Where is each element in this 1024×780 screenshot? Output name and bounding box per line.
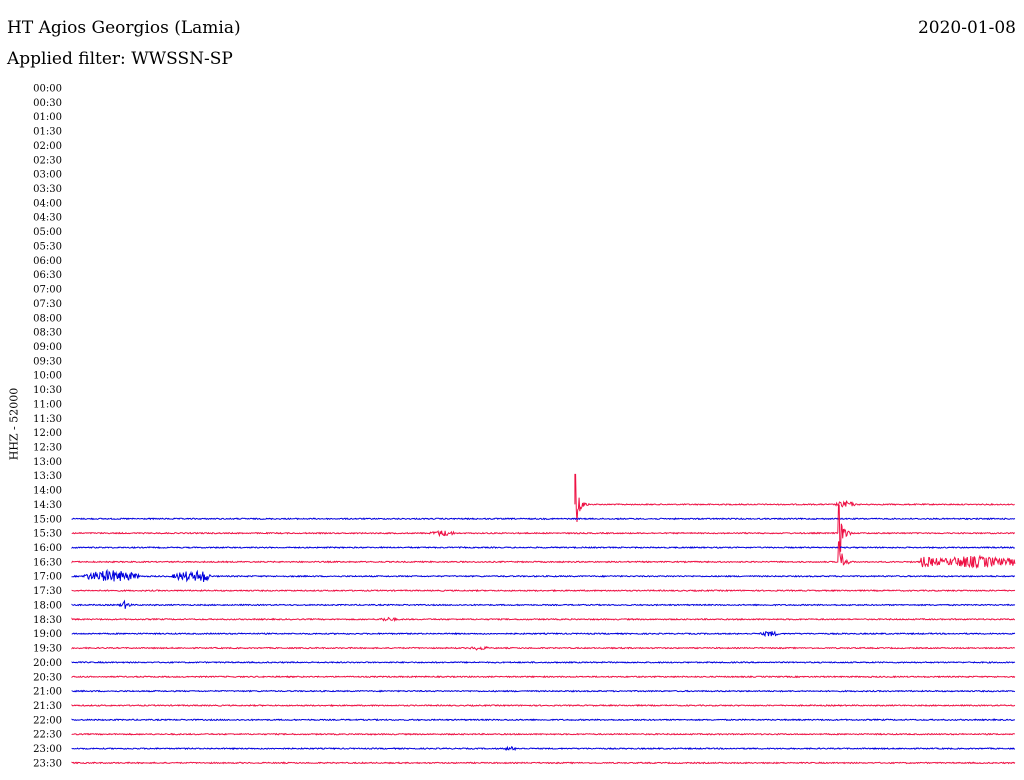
tick-label-1730: 17:30 — [33, 586, 62, 597]
tick-label-2200: 22:00 — [33, 715, 62, 726]
tick-label-1230: 12:30 — [33, 443, 62, 454]
tick-label-1030: 10:30 — [33, 385, 62, 396]
trace-1530 — [71, 504, 1015, 552]
tick-label-0630: 06:30 — [33, 270, 62, 281]
tick-label-0130: 01:30 — [33, 127, 62, 138]
tick-label-1000: 10:00 — [33, 371, 62, 382]
tick-label-2330: 23:30 — [33, 758, 62, 769]
tick-label-0330: 03:30 — [33, 184, 62, 195]
tick-label-0500: 05:00 — [33, 227, 62, 238]
tick-label-1900: 19:00 — [33, 629, 62, 640]
tick-label-1700: 17:00 — [33, 572, 62, 583]
tick-label-1330: 13:30 — [33, 471, 62, 482]
tick-label-0400: 04:00 — [33, 198, 62, 209]
trace-1930 — [71, 645, 1015, 651]
trace-2130 — [71, 703, 1016, 708]
tick-label-0100: 01:00 — [33, 112, 62, 123]
tick-label-0800: 08:00 — [33, 313, 62, 324]
trace-2230 — [71, 732, 1016, 736]
tick-label-0930: 09:30 — [33, 356, 62, 367]
tick-label-0530: 05:30 — [33, 241, 62, 252]
tick-label-1530: 15:30 — [33, 529, 62, 540]
tick-label-1800: 18:00 — [33, 600, 62, 611]
tick-label-0830: 08:30 — [33, 328, 62, 339]
trace-1600 — [71, 545, 1016, 550]
trace-2030 — [71, 675, 1016, 679]
tick-label-1930: 19:30 — [33, 644, 62, 655]
trace-1830 — [71, 616, 1015, 623]
trace-2300 — [71, 745, 1016, 752]
record-date: 2020-01-08 — [917, 18, 1016, 38]
tick-label-1300: 13:00 — [33, 457, 62, 468]
filter-label: Applied filter: WWSSN-SP — [7, 49, 233, 69]
tick-label-0300: 03:00 — [33, 170, 62, 181]
tick-label-1600: 16:00 — [33, 543, 62, 554]
trace-1900 — [71, 630, 1016, 638]
tick-label-1830: 18:30 — [33, 615, 62, 626]
trace-1700 — [71, 568, 1016, 583]
trace-1500 — [71, 517, 1016, 521]
tick-label-1400: 14:00 — [33, 486, 62, 497]
trace-1730 — [71, 589, 1016, 593]
tick-label-0600: 06:00 — [33, 256, 62, 267]
trace-1430 — [574, 473, 1015, 523]
tick-label-2300: 23:00 — [33, 744, 62, 755]
tick-label-0030: 00:30 — [33, 98, 62, 109]
tick-label-1630: 16:30 — [33, 557, 62, 568]
tick-label-2000: 20:00 — [33, 658, 62, 669]
tick-label-0900: 09:00 — [33, 342, 62, 353]
tick-label-2130: 21:30 — [33, 701, 62, 712]
station-title: HT Agios Georgios (Lamia) — [7, 18, 241, 38]
tick-label-0230: 02:30 — [33, 155, 62, 166]
trace-1800 — [71, 599, 1016, 609]
tick-label-1430: 14:30 — [33, 500, 62, 511]
tick-label-1100: 11:00 — [33, 399, 62, 410]
trace-2000 — [71, 660, 1016, 664]
trace-2100 — [71, 689, 1016, 693]
time-tick-labels: 00:00 00:30 01:00 01:30 02:00 02:30 03:00 03:30… — [33, 84, 62, 770]
trace-2330 — [71, 761, 1016, 765]
tick-label-0730: 07:30 — [33, 299, 62, 310]
tick-label-0200: 02:00 — [33, 141, 62, 152]
tick-label-0430: 04:30 — [33, 213, 62, 224]
trace-2200 — [71, 718, 1016, 722]
tick-label-0000: 00:00 — [33, 84, 62, 95]
tick-label-0700: 07:00 — [33, 285, 62, 296]
tick-label-1200: 12:00 — [33, 428, 62, 439]
tick-label-2230: 22:30 — [33, 730, 62, 741]
tick-label-1130: 11:30 — [33, 414, 62, 425]
trace-1630 — [71, 541, 1016, 570]
tick-label-1500: 15:00 — [33, 514, 62, 525]
seismic-traces — [71, 473, 1016, 765]
tick-label-2030: 20:30 — [33, 672, 62, 683]
tick-label-2100: 21:00 — [33, 687, 62, 698]
